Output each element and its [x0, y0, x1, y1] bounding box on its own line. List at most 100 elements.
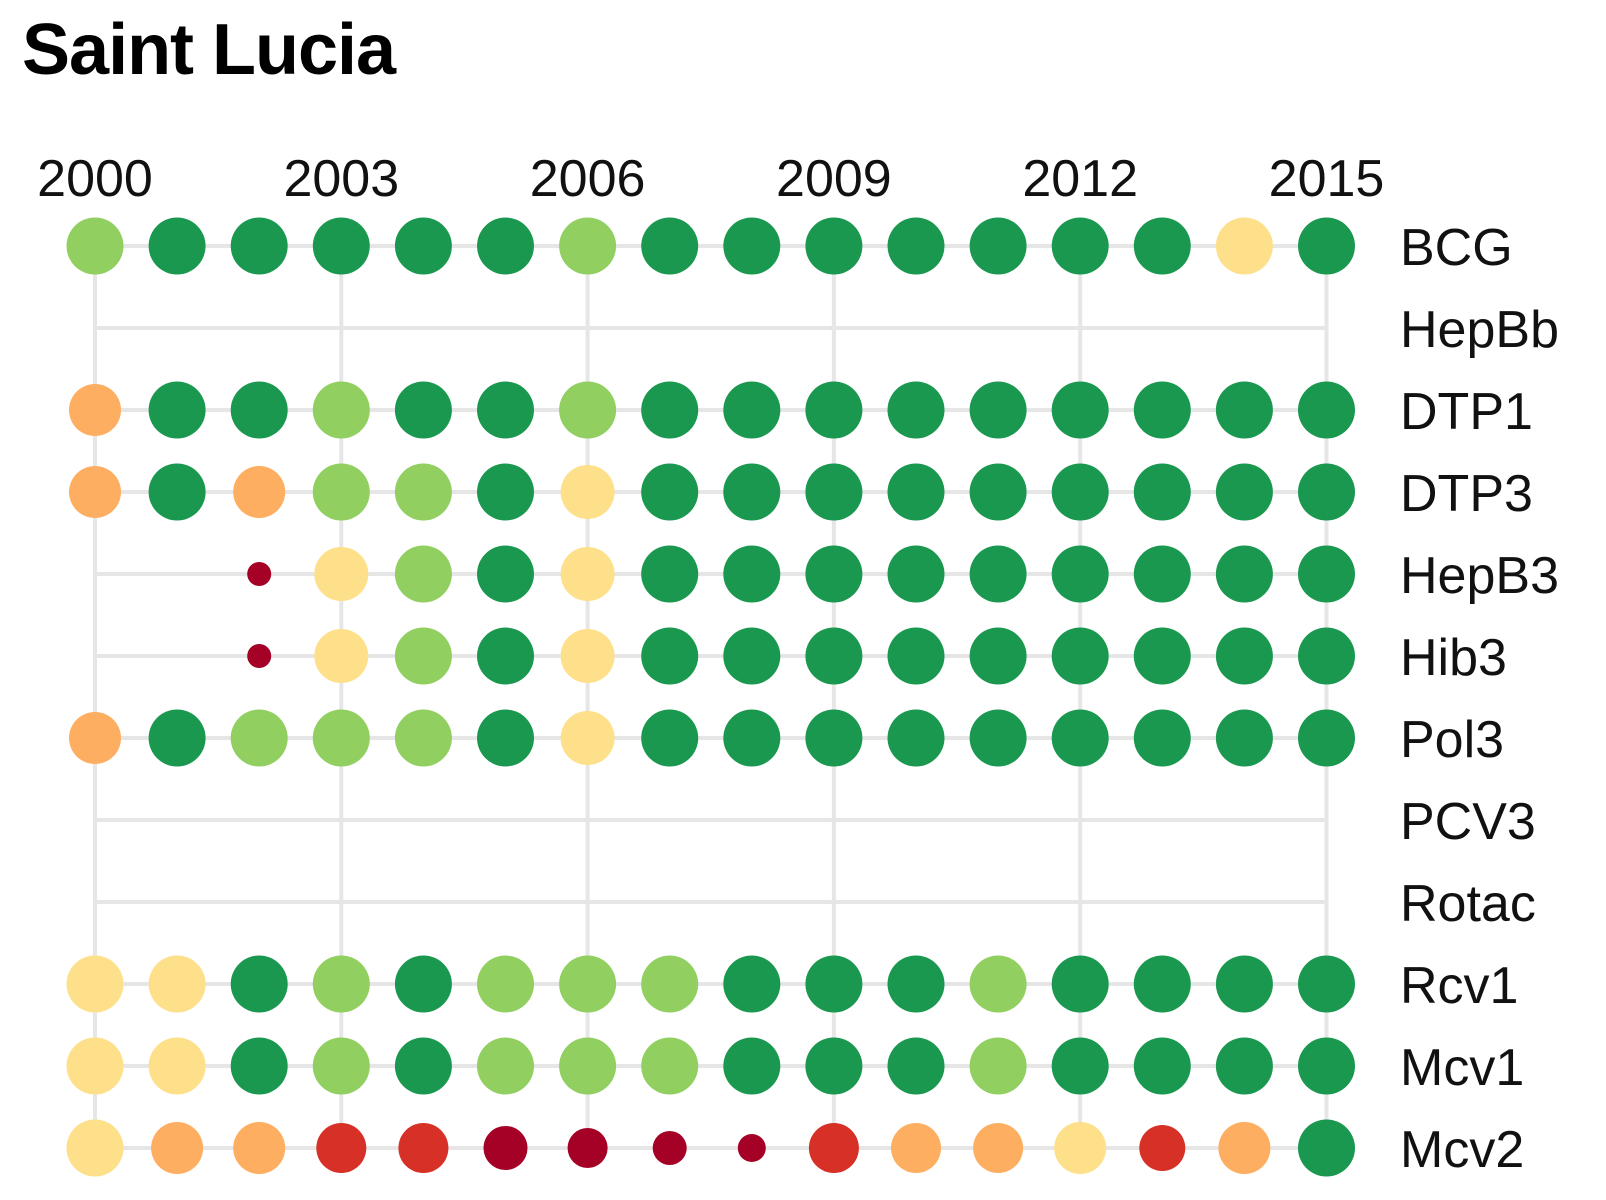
coverage-dot — [1133, 627, 1191, 685]
coverage-dot — [148, 709, 206, 767]
coverage-dot — [477, 955, 534, 1013]
coverage-dot — [314, 629, 369, 683]
coverage-dot — [1051, 955, 1109, 1013]
coverage-dot — [477, 217, 534, 275]
coverage-dot — [1133, 1037, 1191, 1095]
coverage-dot — [973, 1123, 1024, 1173]
coverage-dot — [1215, 627, 1273, 685]
coverage-dot — [148, 955, 206, 1013]
coverage-dot — [1051, 709, 1109, 767]
coverage-dot — [805, 545, 863, 603]
year-tick-label: 2015 — [1269, 150, 1385, 208]
coverage-dot — [567, 1128, 608, 1168]
coverage-dot — [723, 627, 781, 685]
coverage-dot — [477, 463, 534, 521]
coverage-dot — [1139, 1125, 1186, 1171]
coverage-dot — [233, 1122, 286, 1174]
coverage-dot — [808, 1123, 859, 1173]
coverage-dot — [652, 1131, 687, 1165]
coverage-dot — [887, 709, 945, 767]
coverage-dot — [887, 545, 945, 603]
coverage-dot — [247, 562, 272, 586]
coverage-dot — [1133, 955, 1191, 1013]
coverage-dot — [1298, 463, 1355, 521]
vaccine-label: BCG — [1400, 219, 1513, 277]
coverage-dot — [805, 217, 863, 275]
year-tick-label: 2009 — [776, 150, 892, 208]
coverage-dot — [148, 381, 206, 439]
coverage-dot — [230, 1037, 288, 1095]
coverage-dot — [560, 465, 615, 519]
coverage-dot — [1298, 1119, 1355, 1177]
vaccine-label: Mcv2 — [1400, 1121, 1524, 1179]
coverage-dot — [148, 1037, 206, 1095]
coverage-dot — [887, 381, 945, 439]
coverage-dot — [230, 217, 288, 275]
coverage-dot — [312, 1037, 370, 1095]
coverage-dot — [148, 217, 206, 275]
coverage-dot — [66, 1119, 124, 1177]
coverage-dot — [559, 381, 617, 439]
coverage-dot — [1218, 1122, 1271, 1174]
coverage-dot — [641, 1037, 699, 1095]
coverage-dot — [233, 466, 286, 518]
coverage-dot — [1051, 217, 1109, 275]
coverage-dot — [1051, 381, 1109, 439]
coverage-dot — [723, 381, 781, 439]
coverage-dot — [969, 955, 1027, 1013]
coverage-dot — [1298, 627, 1355, 685]
coverage-dot — [69, 712, 121, 764]
coverage-dot — [969, 217, 1027, 275]
coverage-dot — [1298, 381, 1355, 439]
vaccine-label: Pol3 — [1400, 711, 1504, 769]
coverage-dot — [151, 1122, 204, 1174]
coverage-dot — [148, 463, 206, 521]
coverage-dot — [66, 217, 124, 275]
coverage-dot — [560, 629, 615, 683]
coverage-dot — [560, 711, 615, 765]
coverage-dot — [723, 545, 781, 603]
coverage-dot — [312, 709, 370, 767]
coverage-dot — [641, 217, 699, 275]
chart-title: Saint Lucia — [22, 10, 396, 90]
coverage-dot — [560, 547, 615, 601]
coverage-dot — [1215, 381, 1273, 439]
coverage-dot — [316, 1123, 367, 1173]
vaccine-label: HepB3 — [1400, 547, 1559, 605]
coverage-dot — [805, 627, 863, 685]
vaccine-label: HepBb — [1400, 301, 1559, 359]
coverage-dot — [312, 955, 370, 1013]
vaccine-label: DTP3 — [1400, 465, 1533, 523]
coverage-dot — [1298, 955, 1355, 1013]
coverage-dot — [394, 545, 452, 603]
coverage-dot — [394, 709, 452, 767]
coverage-dot — [477, 709, 534, 767]
coverage-dot — [723, 217, 781, 275]
coverage-dot — [887, 1037, 945, 1095]
coverage-dot — [394, 217, 452, 275]
coverage-dot — [1215, 955, 1273, 1013]
coverage-dot — [1215, 545, 1273, 603]
coverage-dot — [1298, 217, 1355, 275]
coverage-dot — [805, 1037, 863, 1095]
vaccine-label: DTP1 — [1400, 383, 1533, 441]
coverage-dot — [1051, 545, 1109, 603]
coverage-dot — [394, 955, 452, 1013]
coverage-dot — [1133, 381, 1191, 439]
coverage-dot — [887, 955, 945, 1013]
coverage-dot — [641, 709, 699, 767]
coverage-dot — [1133, 545, 1191, 603]
year-tick-label: 2003 — [283, 150, 399, 208]
vaccine-label: Rotac — [1400, 875, 1536, 933]
coverage-dot — [1051, 627, 1109, 685]
coverage-dot — [1298, 1037, 1355, 1095]
coverage-dots — [66, 217, 1355, 1177]
coverage-dot — [641, 463, 699, 521]
coverage-dot — [559, 955, 617, 1013]
vaccine-label: Hib3 — [1400, 629, 1507, 687]
coverage-dot — [394, 381, 452, 439]
coverage-dot — [1133, 709, 1191, 767]
coverage-dot — [314, 547, 369, 601]
coverage-dot — [1051, 463, 1109, 521]
year-tick-label: 2000 — [37, 150, 153, 208]
